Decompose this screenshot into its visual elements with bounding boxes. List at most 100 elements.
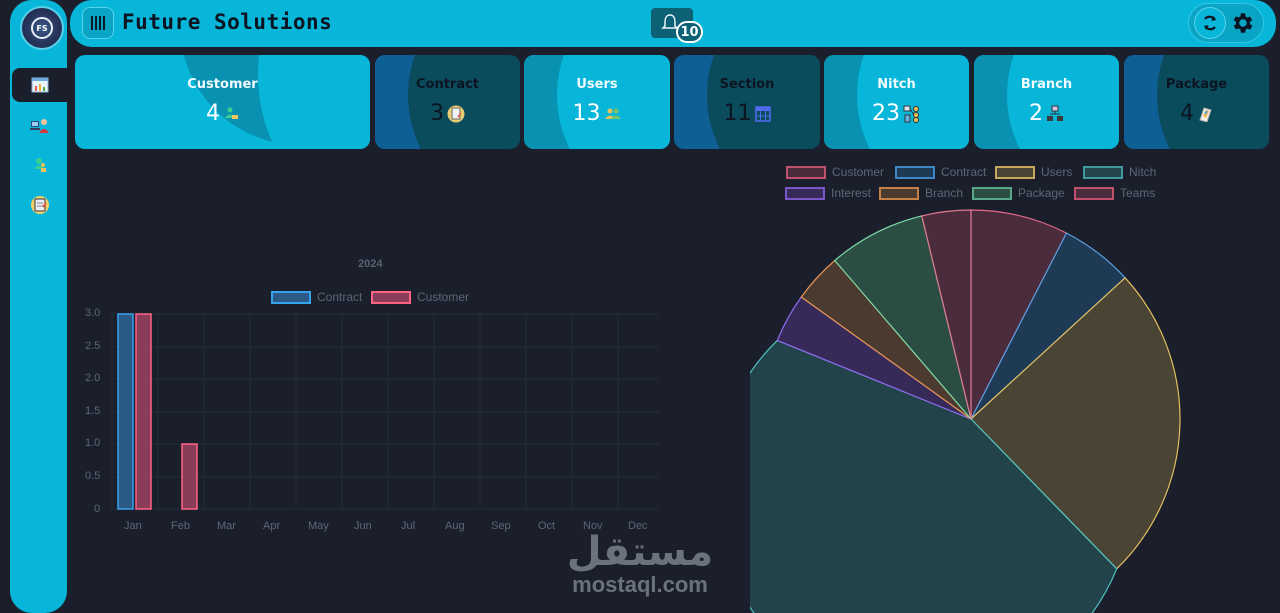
watermark-latin: mostaql.com — [572, 572, 708, 597]
stat-card-customer[interactable]: Customer 4 — [75, 55, 370, 149]
stat-card-users[interactable]: Users 13 — [524, 55, 670, 149]
y-tick: 2.0 — [85, 372, 101, 384]
package-icon — [1199, 106, 1212, 122]
x-tick: Feb — [171, 520, 190, 532]
employee-computer-icon — [29, 119, 49, 133]
refresh-button[interactable] — [1193, 7, 1226, 39]
pie-chart-plot[interactable] — [750, 200, 1200, 613]
x-tick: Aug — [445, 520, 465, 532]
pie-slice-nitch — [750, 339, 1118, 613]
y-tick: 2.5 — [85, 340, 101, 352]
y-tick: 3.0 — [85, 307, 101, 319]
sidebar-item-employees[interactable] — [12, 108, 67, 142]
stat-card-contract[interactable]: Contract 3 — [375, 55, 520, 149]
pie-legend-package[interactable]: Package — [972, 186, 1065, 200]
tools-group — [1188, 3, 1264, 43]
legend-label: Customer — [417, 290, 470, 304]
y-tick: 1.5 — [85, 405, 101, 417]
legend-swatch — [995, 165, 1035, 179]
sidebar-item-users[interactable] — [12, 148, 67, 182]
users-icon — [604, 108, 621, 119]
settings-button[interactable] — [1227, 7, 1259, 39]
card-value: 23 — [872, 101, 900, 126]
card-value-row: 4 — [75, 101, 370, 126]
card-value: 3 — [430, 101, 444, 126]
table-icon — [754, 105, 771, 122]
pie-legend-users[interactable]: Users — [995, 165, 1072, 179]
sidebar-item-dashboard[interactable] — [12, 68, 67, 102]
legend-swatch — [271, 290, 311, 304]
dashboard-chart-icon — [31, 77, 48, 93]
pie-slice-users — [970, 276, 1181, 570]
logo[interactable]: FS — [20, 6, 64, 50]
legend-label: Interest — [831, 186, 872, 200]
x-tick: Nov — [583, 520, 603, 532]
contract-icon — [447, 105, 465, 122]
x-tick: Mar — [217, 520, 236, 532]
pie-slice-teams — [921, 209, 972, 420]
sidebar-item-contracts[interactable] — [12, 188, 67, 222]
legend-swatch — [785, 186, 825, 200]
legend-label: Contract — [317, 290, 363, 304]
card-label: Branch — [1020, 77, 1073, 92]
x-tick: Dec — [628, 520, 648, 532]
bar-contract-jan — [117, 313, 134, 510]
card-label: Users — [576, 77, 618, 92]
x-tick: Jun — [354, 520, 372, 532]
card-label: Section — [719, 77, 775, 92]
menu-toggle-button[interactable] — [82, 7, 114, 39]
pie-legend-contract[interactable]: Contract — [895, 165, 986, 179]
notifications-button[interactable]: 10 — [651, 8, 703, 43]
x-tick: Jan — [124, 520, 142, 532]
legend-label: Branch — [925, 186, 964, 200]
legend-label: Teams — [1120, 186, 1156, 200]
card-value: 4 — [1180, 101, 1194, 126]
legend-swatch — [1074, 186, 1114, 200]
logo-text: FS — [31, 17, 53, 39]
card-value: 4 — [206, 101, 220, 126]
network-icon — [903, 105, 919, 123]
sync-icon — [1203, 15, 1216, 31]
watermark-arabic: مستقل — [566, 529, 714, 575]
users-group-icon — [33, 158, 46, 172]
bar-customer-jan — [135, 313, 152, 510]
legend-label: Nitch — [1129, 165, 1157, 179]
pie-legend-teams[interactable]: Teams — [1074, 186, 1155, 200]
stat-card-branch[interactable]: Branch 2 — [974, 55, 1119, 149]
y-tick: 1.0 — [85, 437, 101, 449]
pie-legend-branch[interactable]: Branch — [879, 186, 963, 200]
legend-label: Package — [1018, 186, 1065, 200]
legend-item-customer[interactable]: Customer — [371, 290, 469, 304]
card-value-row: 23 — [824, 101, 969, 126]
y-tick: 0 — [94, 503, 101, 515]
legend-swatch — [895, 165, 935, 179]
y-tick: 0.5 — [85, 470, 101, 482]
stat-cards: Customer 4 Contract 3 Users 13 — [75, 55, 1270, 149]
bar-chart-title: 2024 — [358, 258, 383, 270]
card-value-row: 2 — [974, 101, 1119, 126]
card-label: Customer — [187, 77, 258, 92]
notification-count-badge: 10 — [676, 21, 703, 43]
legend-swatch — [1083, 165, 1123, 179]
branch-hierarchy-icon — [1047, 105, 1063, 121]
stat-card-section[interactable]: Section 11 — [674, 55, 820, 149]
app-title: Future Solutions — [122, 10, 333, 34]
pie-legend-nitch[interactable]: Nitch — [1083, 165, 1156, 179]
top-bar: Future Solutions 10 — [70, 0, 1276, 47]
stat-card-nitch[interactable]: Nitch 23 — [824, 55, 969, 149]
bar-chart-plot — [110, 313, 660, 510]
legend-item-contract[interactable]: Contract — [271, 290, 362, 304]
stat-card-package[interactable]: Package 4 — [1124, 55, 1269, 149]
card-label: Nitch — [877, 77, 916, 92]
card-label: Contract — [415, 77, 480, 92]
x-tick: Apr — [263, 520, 281, 532]
legend-swatch — [786, 165, 826, 179]
legend-label: Customer — [832, 165, 885, 179]
x-tick: Oct — [538, 520, 556, 532]
pie-legend-customer[interactable]: Customer — [786, 165, 884, 179]
x-tick: Sep — [491, 520, 511, 532]
card-value-row: 3 — [375, 101, 520, 126]
legend-label: Contract — [941, 165, 987, 179]
pie-legend-interest[interactable]: Interest — [785, 186, 871, 200]
